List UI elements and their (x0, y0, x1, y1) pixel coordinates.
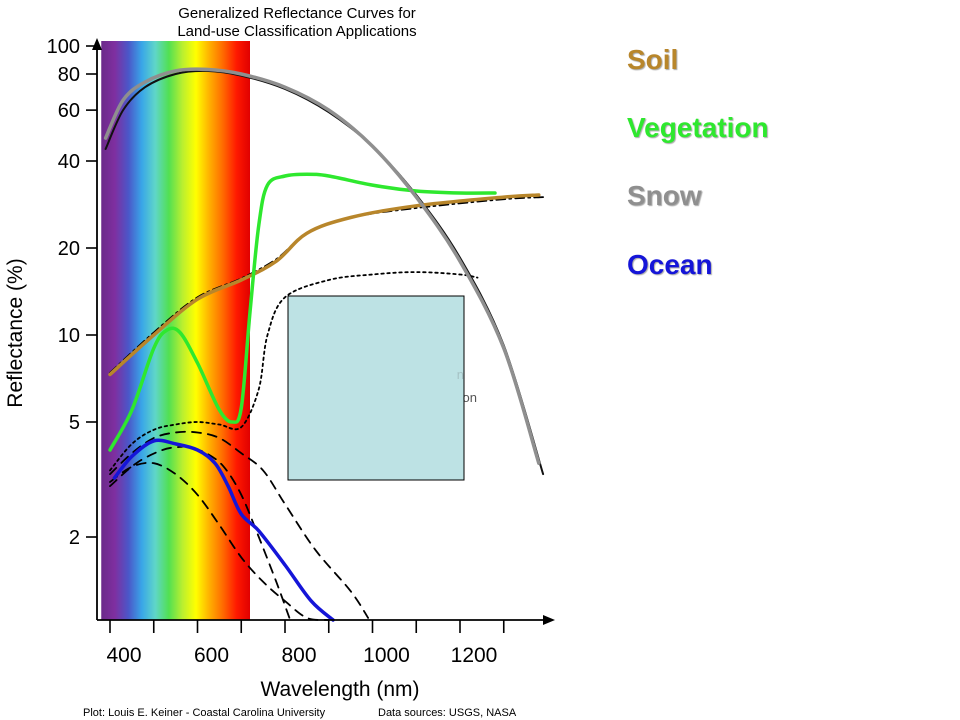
reference-curve-dotted-2 (109, 271, 479, 472)
legend-vegetation: Vegetation (627, 112, 769, 143)
chart-title-line1: Generalized Reflectance Curves for (178, 5, 416, 22)
reference-curve-dashed-3 (109, 430, 369, 619)
x-tick-label-800: 800 (281, 644, 316, 667)
axes (92, 38, 555, 625)
y-tick-label-20: 20 (58, 238, 80, 260)
x-tick-label-1000: 1000 (363, 644, 410, 667)
x-tick-marks: 400 600 800 1000 1200 (106, 620, 505, 667)
legend-ocean: Ocean (627, 249, 713, 280)
data-series (103, 67, 541, 622)
series-line-soil (108, 193, 541, 377)
legend-soil: Soil (627, 44, 679, 75)
reference-curves (104, 69, 545, 621)
x-tick-label-600: 600 (194, 644, 229, 667)
y-tick-label-5: 5 (69, 412, 80, 434)
series-line-vegetation (108, 172, 497, 452)
data-sources-credit: Data sources: USGS, NASA (378, 707, 517, 719)
reference-curve-solid-1 (104, 69, 545, 476)
reference-curve-dashed-5 (109, 445, 291, 619)
hidden-text-2: on (463, 390, 477, 405)
chart-title-line2: Land-use Classification Applications (177, 23, 416, 40)
x-tick-label-1200: 1200 (451, 644, 498, 667)
legend-snow: Snow (627, 180, 702, 211)
y-tick-label-2: 2 (69, 527, 80, 549)
y-tick-label-80: 80 (58, 64, 80, 86)
x-axis-label: Wavelength (nm) (260, 678, 419, 701)
y-tick-label-10: 10 (58, 325, 80, 347)
x-tick-label-400: 400 (106, 644, 141, 667)
y-tick-label-40: 40 (58, 151, 80, 173)
overlay-box-cover (287, 295, 465, 481)
y-tick-label-60: 60 (58, 100, 80, 122)
y-tick-label-100: 100 (47, 36, 80, 58)
y-axis-label: Reflectance (%) (4, 258, 27, 407)
plot-credit: Plot: Louis E. Keiner - Coastal Carolina… (83, 707, 326, 719)
x-axis-arrow (543, 615, 555, 625)
y-tick-marks: 2 5 10 20 40 60 80 100 (47, 36, 97, 549)
series-line-snow (103, 67, 541, 465)
y-axis-arrow (92, 38, 102, 50)
series-line-ocean (112, 438, 335, 622)
